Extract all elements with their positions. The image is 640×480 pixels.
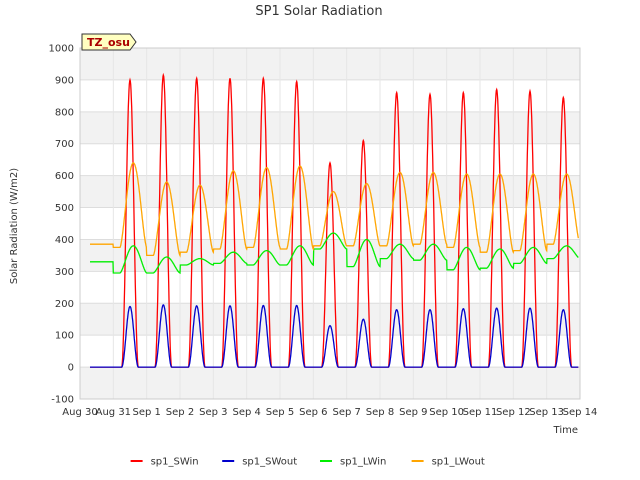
x-tick-label: Sep 1	[132, 407, 160, 418]
x-tick-label: Sep 8	[366, 407, 394, 418]
series-line-sp1_LWout	[90, 162, 579, 258]
series-line-sp1_SWout	[90, 304, 579, 368]
y-tick-label: 600	[55, 171, 74, 182]
plot-band	[80, 367, 580, 399]
plot-band	[80, 303, 580, 336]
x-tick-label: Sep 4	[232, 407, 260, 418]
y-tick-label: 400	[55, 235, 74, 246]
y-tick-label: 1000	[49, 44, 74, 55]
legend-label-sp1_SWin: sp1_SWin	[151, 457, 199, 468]
x-tick-label: Sep 12	[496, 407, 531, 418]
x-tick-label: Sep 3	[199, 407, 227, 418]
y-tick-label: 100	[55, 331, 74, 342]
chart-title: SP1 Solar Radiation	[255, 4, 382, 19]
x-tick-label: Sep 9	[399, 407, 427, 418]
legend-label-sp1_LWout: sp1_LWout	[432, 457, 485, 468]
plot-band	[80, 111, 580, 144]
site-badge-shape	[81, 33, 137, 51]
y-tick-label: 700	[55, 139, 74, 150]
y-tick-label: 200	[55, 299, 74, 310]
x-axis-label: Time	[553, 425, 578, 436]
y-tick-label: 900	[55, 75, 74, 86]
x-tick-label: Aug 30	[62, 407, 97, 418]
y-axis-label: Solar Radiation (W/m2)	[9, 168, 20, 284]
legend-label-sp1_SWout: sp1_SWout	[242, 457, 297, 468]
y-tick-label: 800	[55, 107, 74, 118]
legend: sp1_SWin sp1_SWout sp1_LWin sp1_LWout	[130, 457, 485, 468]
series-lines	[90, 72, 579, 368]
x-tick-label: Sep 5	[266, 407, 294, 418]
y-tick-label: 500	[55, 203, 74, 214]
plot-band	[80, 48, 580, 80]
y-tick-label: 0	[68, 363, 74, 374]
site-badge-label: TZ_osu	[87, 36, 130, 49]
x-tick-label: Aug 31	[96, 407, 131, 418]
x-tick-label: Sep 7	[332, 407, 360, 418]
series-line-sp1_LWin	[90, 232, 579, 275]
y-tick-label: 300	[55, 267, 74, 278]
x-tick-label: Sep 2	[166, 407, 194, 418]
y-axis-ticks: -100 0 100 200 300 400 500 600 700 800 900 1000	[49, 44, 74, 406]
site-badge: TZ_osu	[81, 33, 137, 51]
x-tick-label: Sep 13	[529, 407, 564, 418]
y-tick-label: -100	[51, 395, 74, 406]
plot-frame	[79, 47, 581, 400]
x-tick-label: Sep 11	[463, 407, 498, 418]
plot-band	[80, 239, 580, 272]
legend-label-sp1_LWin: sp1_LWin	[340, 457, 386, 468]
x-tick-label: Sep 10	[429, 407, 464, 418]
x-tick-label: Sep 6	[299, 407, 327, 418]
x-tick-label: Sep 14	[563, 407, 598, 418]
